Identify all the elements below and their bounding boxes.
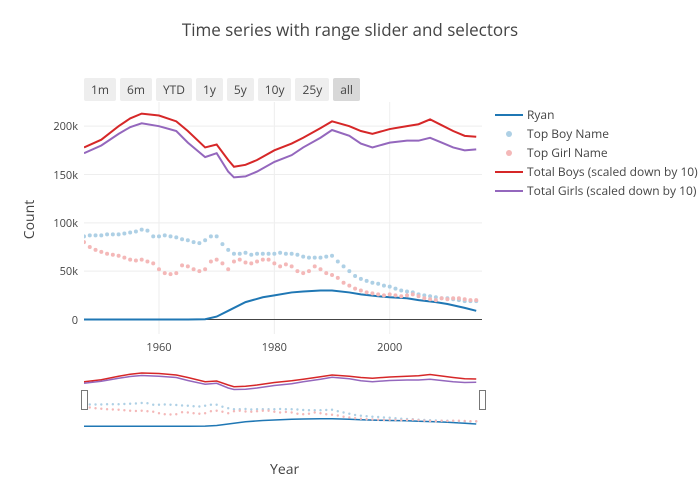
- legend: Ryan Top Boy Name Top Girl Name Total Boys …: [495, 105, 698, 200]
- range-selector: 1m6mYTD1y5y10y25yall: [84, 78, 360, 101]
- legend-label: Total Girls (scaled down by 10): [527, 182, 696, 199]
- range-slider-handle-left[interactable]: [81, 390, 88, 410]
- legend-swatch: [495, 166, 523, 178]
- range-btn-10y[interactable]: 10y: [258, 78, 292, 101]
- legend-item[interactable]: Total Girls (scaled down by 10): [495, 181, 698, 200]
- ytick: 150k: [38, 168, 78, 183]
- range-slider[interactable]: [84, 370, 482, 430]
- legend-swatch: [495, 128, 523, 140]
- ytick: 200k: [38, 119, 78, 134]
- legend-item[interactable]: Total Boys (scaled down by 10): [495, 162, 698, 181]
- legend-label: Top Girl Name: [527, 144, 608, 161]
- range-btn-5y[interactable]: 5y: [227, 78, 254, 101]
- range-btn-25y[interactable]: 25y: [295, 78, 329, 101]
- legend-label: Top Boy Name: [527, 125, 609, 142]
- legend-swatch: [495, 109, 523, 121]
- chart-title: Time series with range slider and select…: [0, 0, 700, 41]
- legend-item[interactable]: Top Boy Name: [495, 124, 698, 143]
- legend-item[interactable]: Ryan: [495, 105, 698, 124]
- range-btn-ytd[interactable]: YTD: [156, 78, 192, 101]
- y-axis-label: Count: [20, 200, 39, 239]
- xtick: 1980: [262, 340, 287, 355]
- xtick: 1960: [146, 340, 171, 355]
- x-axis-label: Year: [270, 460, 299, 479]
- ytick: 0: [38, 313, 78, 328]
- range-btn-1y[interactable]: 1y: [196, 78, 223, 101]
- range-btn-all[interactable]: all: [333, 78, 360, 101]
- legend-item[interactable]: Top Girl Name: [495, 143, 698, 162]
- chart-container: Time series with range slider and select…: [0, 0, 700, 500]
- range-btn-1m[interactable]: 1m: [84, 78, 116, 101]
- ytick: 100k: [38, 216, 78, 231]
- main-plot[interactable]: [84, 102, 482, 334]
- legend-swatch: [495, 185, 523, 197]
- legend-label: Ryan: [527, 106, 554, 123]
- legend-label: Total Boys (scaled down by 10): [527, 163, 698, 180]
- legend-swatch: [495, 147, 523, 159]
- range-btn-6m[interactable]: 6m: [120, 78, 152, 101]
- range-slider-handle-right[interactable]: [479, 390, 486, 410]
- xtick: 2000: [377, 340, 402, 355]
- ytick: 50k: [38, 264, 78, 279]
